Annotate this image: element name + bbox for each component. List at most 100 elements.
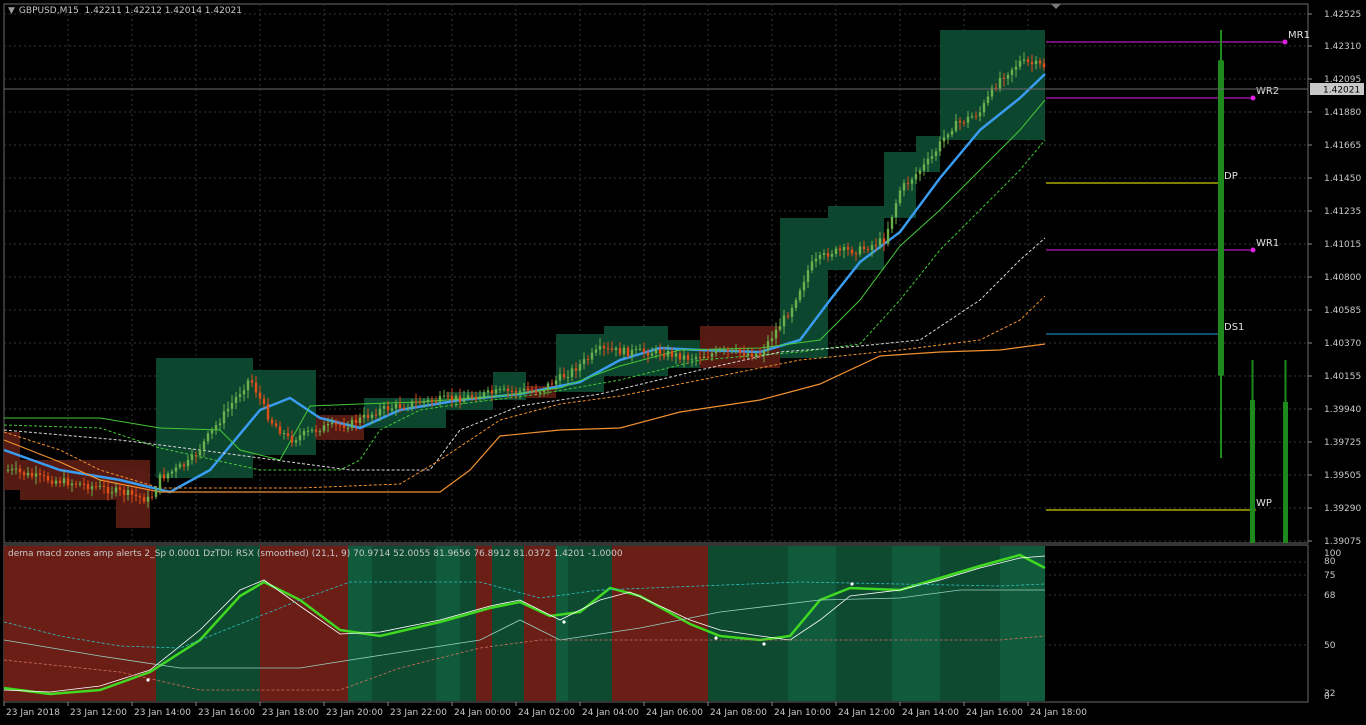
candle-body [818, 255, 822, 259]
candle-body [1018, 60, 1022, 67]
candle-body [294, 440, 298, 443]
sub-axis-label: 50 [1324, 641, 1336, 651]
candle-body [714, 349, 718, 354]
candle-body [366, 414, 370, 418]
candle-body [34, 473, 38, 477]
time-label: 24 Jan 00:00 [454, 708, 511, 718]
chart-shift-marker[interactable] [1051, 4, 1061, 9]
candle-body [942, 137, 946, 142]
candle-body [486, 390, 490, 393]
candle-body [374, 414, 378, 416]
candle-body [22, 472, 26, 476]
lower-band [3, 635, 1046, 691]
signal-dot [562, 620, 566, 624]
candle-body [214, 425, 218, 430]
candle-body [478, 396, 482, 400]
candle-body [922, 164, 926, 171]
candle-body [950, 130, 954, 135]
candle-body [462, 397, 466, 402]
candle-body [202, 441, 206, 450]
pivot-lines: MR1 WR2 DP WR1 DS1 WP [1046, 30, 1310, 543]
price-label: 1.39940 [1324, 405, 1361, 415]
candle-body [170, 471, 174, 474]
candle-body [1022, 59, 1026, 61]
candle-body [822, 253, 826, 256]
time-label: 24 Jan 18:00 [1030, 708, 1087, 718]
candle-body [178, 464, 182, 468]
candle-body [150, 496, 154, 498]
candle-body [474, 397, 478, 400]
candle-body [738, 349, 742, 354]
sub-band [1000, 546, 1045, 701]
candle-body [522, 388, 526, 391]
candle-body [338, 424, 342, 426]
orange-ma-dashed [3, 295, 1046, 489]
candle-body [890, 217, 894, 229]
candle-body [638, 348, 642, 350]
candle-body [682, 355, 686, 360]
price-label: 1.40800 [1324, 273, 1361, 283]
candle-body [534, 390, 538, 393]
candle-body [506, 388, 510, 391]
symbol-label: GBPUSD,M15 [18, 6, 79, 16]
candle-body [134, 494, 138, 496]
candle-body [114, 487, 118, 493]
candle-body [54, 480, 58, 484]
candle-body [278, 426, 282, 434]
candle-body [958, 120, 962, 123]
candle-body [458, 395, 462, 402]
time-label: 23 Jan 14:00 [134, 708, 191, 718]
candle-body [634, 348, 638, 350]
candle-body [382, 406, 386, 409]
candle-body [358, 417, 362, 423]
candle-body [350, 419, 354, 428]
rsx-line [3, 553, 1046, 696]
candle-body [306, 430, 310, 432]
candle-body [538, 391, 542, 393]
candle-body [878, 238, 882, 246]
sub-band [348, 546, 372, 701]
candle-body [454, 395, 458, 401]
candle-body [898, 190, 902, 204]
orange-ma [3, 343, 1046, 493]
bull-zone [884, 152, 916, 218]
candle-body [798, 290, 802, 301]
candle-body [10, 468, 14, 470]
candle-body [894, 203, 898, 218]
time-label: 23 Jan 20:00 [326, 708, 383, 718]
candle-body [302, 431, 306, 436]
candle-body [846, 247, 850, 250]
candle-body [602, 346, 606, 349]
candle-body [562, 374, 566, 378]
candle-body [618, 348, 622, 355]
candle-body [782, 315, 786, 327]
sub-bull-zone [156, 546, 260, 701]
candle-body [926, 158, 930, 165]
sub-bear-zone [612, 546, 708, 701]
pivot-label-wr2: WR2 [1256, 86, 1279, 97]
candle-body [970, 116, 974, 118]
candle-body [158, 474, 162, 490]
candle-body [30, 472, 34, 477]
price-label: 1.41015 [1324, 240, 1361, 250]
candle-body [226, 408, 230, 412]
candle-body [502, 388, 506, 390]
candle-body [962, 122, 966, 124]
price-axis: 1.42525 1.42310 1.42095 1.41880 1.41665 1.414… [1308, 10, 1361, 547]
symbol-dropdown-icon[interactable]: ▼ [8, 6, 15, 16]
time-label: 23 Jan 12:00 [70, 708, 127, 718]
candle-body [954, 120, 958, 131]
candle-body [194, 455, 198, 457]
candle-body [690, 359, 694, 361]
signal-line [3, 555, 1046, 693]
candle-body [762, 350, 766, 356]
candle-body [726, 349, 730, 352]
candle-body [254, 382, 258, 393]
candle-body [806, 270, 810, 282]
candle-body [746, 353, 750, 356]
candle-body [546, 383, 550, 390]
candle-body [206, 433, 210, 442]
candle-body [282, 433, 286, 435]
